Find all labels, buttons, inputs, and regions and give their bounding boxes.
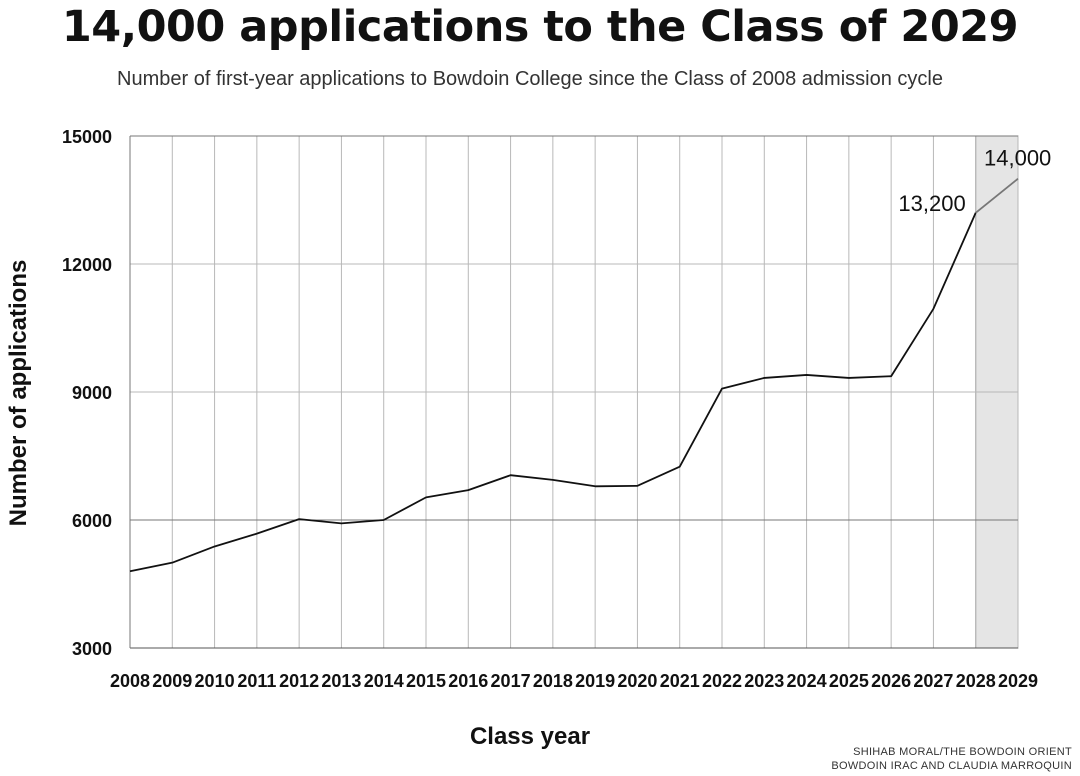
x-tick-label: 2021 <box>660 671 700 691</box>
x-axis-title: Class year <box>470 723 590 750</box>
source-credit: SHIHAB MORAL/THE BOWDOIN ORIENT BOWDOIN … <box>831 745 1072 773</box>
series-line <box>129 212 977 573</box>
data-labels: 13,200 14,000 <box>898 146 1051 216</box>
y-tick-label: 6000 <box>72 511 112 531</box>
x-tick-label: 2011 <box>237 671 276 691</box>
chart-title: 14,000 applications to the Class of 2029 <box>61 2 1019 52</box>
x-tick-label: 2009 <box>152 671 192 691</box>
x-tick-label: 2018 <box>533 671 573 691</box>
y-tick-label: 3000 <box>72 639 112 659</box>
x-tick-label: 2017 <box>491 671 531 691</box>
credit-line-1: SHIHAB MORAL/THE BOWDOIN ORIENT <box>853 746 1072 758</box>
y-tick-label: 15000 <box>62 127 112 147</box>
x-tick-label: 2014 <box>364 671 404 691</box>
x-tick-label: 2026 <box>871 671 911 691</box>
x-tick-label: 2024 <box>787 671 827 691</box>
x-tick-label: 2023 <box>744 671 784 691</box>
y-tick-label: 12000 <box>62 255 112 275</box>
series-line-group <box>129 177 1019 573</box>
x-tick-label: 2028 <box>956 671 996 691</box>
data-label-2028: 13,200 <box>898 191 965 216</box>
x-axis-ticks: 2008 2009 2010 2011 2012 2013 2014 2015 2016 2017… <box>110 671 1038 691</box>
x-tick-label: 2008 <box>110 671 150 691</box>
series-line-projection <box>975 177 1019 214</box>
x-tick-label: 2010 <box>195 671 235 691</box>
x-tick-label: 2015 <box>406 671 446 691</box>
y-axis-ticks: 3000 6000 9000 12000 15000 <box>62 127 112 659</box>
x-tick-label: 2012 <box>279 671 319 691</box>
x-tick-label: 2020 <box>617 671 657 691</box>
grid-lines <box>129 135 1019 649</box>
y-axis-title: Number of applications <box>5 260 32 527</box>
x-tick-label: 2025 <box>829 671 869 691</box>
y-tick-label: 9000 <box>72 383 112 403</box>
chart-subtitle: Number of first-year applications to Bow… <box>117 68 943 90</box>
x-tick-label: 2013 <box>321 671 361 691</box>
data-label-2029: 14,000 <box>984 146 1051 171</box>
x-tick-label: 2019 <box>575 671 615 691</box>
x-tick-label: 2029 <box>998 671 1038 691</box>
x-tick-label: 2027 <box>913 671 953 691</box>
x-tick-label: 2016 <box>448 671 488 691</box>
x-tick-label: 2022 <box>702 671 742 691</box>
credit-line-2: BOWDOIN IRAC AND CLAUDIA MARROQUIN <box>831 760 1072 772</box>
